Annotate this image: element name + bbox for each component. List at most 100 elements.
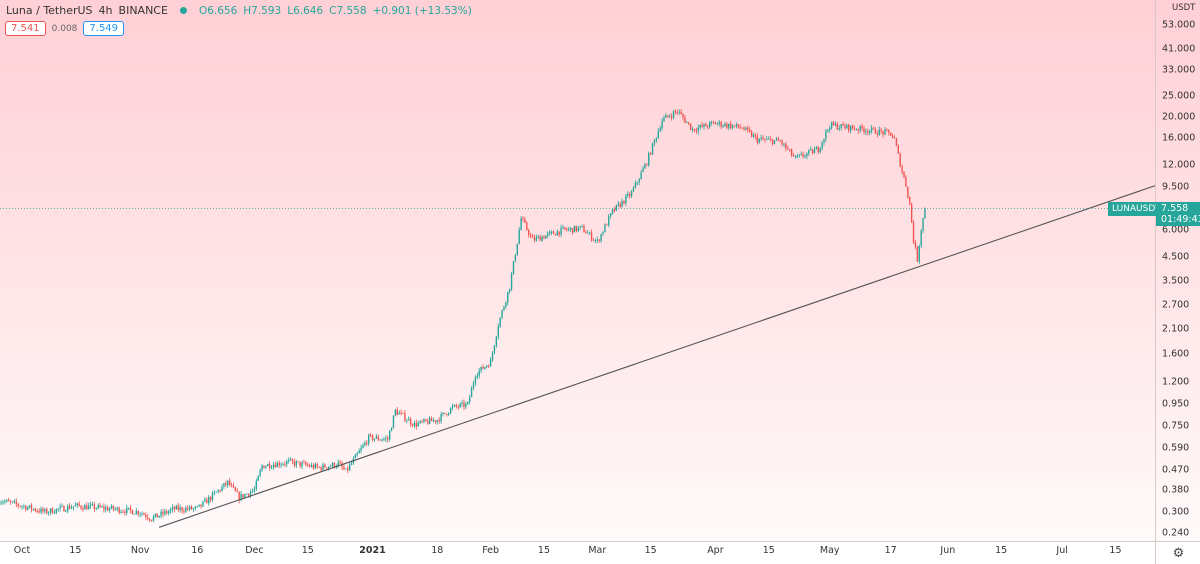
price-axis[interactable] bbox=[1155, 0, 1200, 541]
candle-body bbox=[680, 111, 682, 115]
candle-body bbox=[488, 365, 490, 367]
candle-body bbox=[105, 507, 107, 510]
candle-body bbox=[568, 229, 570, 230]
candle-body bbox=[124, 511, 126, 514]
candle-body bbox=[2, 502, 4, 504]
candle-body bbox=[853, 128, 856, 130]
candle-body bbox=[152, 516, 155, 521]
candle-body bbox=[602, 232, 604, 234]
candle-body bbox=[227, 480, 229, 485]
candle-body bbox=[472, 382, 475, 389]
gear-icon[interactable]: ⚙ bbox=[1155, 541, 1200, 564]
price-tick-label: 1.600 bbox=[1162, 348, 1190, 360]
candle-body bbox=[166, 510, 168, 514]
candle-body bbox=[547, 233, 549, 236]
candle-body bbox=[832, 122, 835, 126]
candle-body bbox=[299, 461, 301, 467]
price-tick-label: 2.100 bbox=[1162, 323, 1190, 335]
candle-body bbox=[120, 511, 122, 513]
time-tick-label: Nov bbox=[130, 545, 150, 556]
candle-body bbox=[489, 359, 492, 367]
candle-body bbox=[354, 454, 357, 459]
candle-body bbox=[623, 200, 625, 204]
sell-button[interactable]: 7.541 bbox=[5, 21, 46, 36]
last-price: 7.558 bbox=[1161, 203, 1189, 214]
candle-body bbox=[600, 233, 602, 241]
candle-body bbox=[408, 419, 410, 421]
candle-body bbox=[116, 507, 118, 509]
candle-body bbox=[642, 168, 644, 173]
candle-body bbox=[99, 505, 101, 508]
candle-body bbox=[720, 121, 722, 127]
candle-body bbox=[556, 231, 559, 236]
candle-body bbox=[6, 500, 8, 502]
candle-body bbox=[733, 125, 736, 127]
candlestick-chart[interactable] bbox=[0, 0, 1155, 541]
candle-body bbox=[25, 506, 27, 510]
symbol-legend: Luna / TetherUS 4h BINANCE O6.656 H7.593… bbox=[6, 4, 472, 17]
candle-body bbox=[863, 128, 865, 133]
candle-body bbox=[592, 239, 595, 241]
candle-body bbox=[796, 156, 799, 157]
candle-body bbox=[230, 485, 233, 486]
candle-body bbox=[922, 218, 924, 231]
candle-body bbox=[495, 336, 498, 346]
candle-body bbox=[484, 366, 486, 369]
candle-body bbox=[417, 422, 419, 427]
candle-body bbox=[851, 125, 854, 129]
candle-body bbox=[326, 467, 328, 469]
candle-body bbox=[819, 148, 821, 153]
candle-body bbox=[686, 122, 688, 124]
candle-body bbox=[672, 111, 675, 118]
candle-body bbox=[126, 507, 128, 514]
candle-body bbox=[398, 412, 400, 415]
candle-body bbox=[388, 431, 391, 440]
candle-body bbox=[507, 291, 509, 303]
time-axis[interactable] bbox=[0, 541, 1155, 564]
candle-body bbox=[846, 124, 848, 129]
candle-body bbox=[293, 461, 296, 466]
candle-body bbox=[550, 231, 553, 233]
candle-body bbox=[505, 302, 507, 307]
candle-body bbox=[573, 226, 576, 233]
candle-body bbox=[914, 242, 917, 247]
candle-body bbox=[773, 140, 776, 144]
candle-body bbox=[232, 485, 235, 488]
candle-body bbox=[617, 203, 619, 205]
price-tick-label: 0.380 bbox=[1162, 484, 1190, 496]
candle-body bbox=[829, 128, 831, 130]
candle-body bbox=[821, 142, 823, 149]
candle-body bbox=[310, 465, 313, 467]
candle-body bbox=[670, 116, 673, 118]
symbol-name[interactable]: Luna / TetherUS bbox=[6, 4, 93, 17]
candle-body bbox=[49, 508, 52, 513]
candle-body bbox=[276, 462, 278, 468]
candle-body bbox=[356, 453, 358, 455]
chart-plot-area[interactable] bbox=[0, 0, 1155, 541]
price-tick-label: 16.000 bbox=[1162, 132, 1196, 144]
candle-body bbox=[4, 501, 6, 503]
candle-body bbox=[465, 403, 467, 408]
candle-body bbox=[57, 508, 59, 510]
interval[interactable]: 4h bbox=[98, 4, 113, 17]
candle-body bbox=[809, 149, 812, 151]
candle-body bbox=[888, 130, 890, 133]
candle-body bbox=[552, 231, 555, 235]
candle-body bbox=[316, 464, 318, 467]
candle-body bbox=[762, 137, 764, 140]
candle-body bbox=[756, 136, 759, 143]
candle-body bbox=[558, 231, 560, 235]
candle-body bbox=[400, 412, 402, 414]
candle-body bbox=[674, 111, 677, 113]
candle-body bbox=[453, 404, 456, 407]
candle-body bbox=[15, 501, 17, 504]
candle-body bbox=[478, 370, 480, 376]
candle-body bbox=[874, 128, 877, 134]
candle-body bbox=[729, 123, 732, 129]
candle-body bbox=[630, 191, 633, 196]
candle-body bbox=[869, 130, 871, 133]
candle-body bbox=[305, 462, 307, 465]
candle-body bbox=[114, 508, 117, 510]
buy-button[interactable]: 7.549 bbox=[83, 21, 125, 36]
candle-body bbox=[627, 194, 629, 196]
